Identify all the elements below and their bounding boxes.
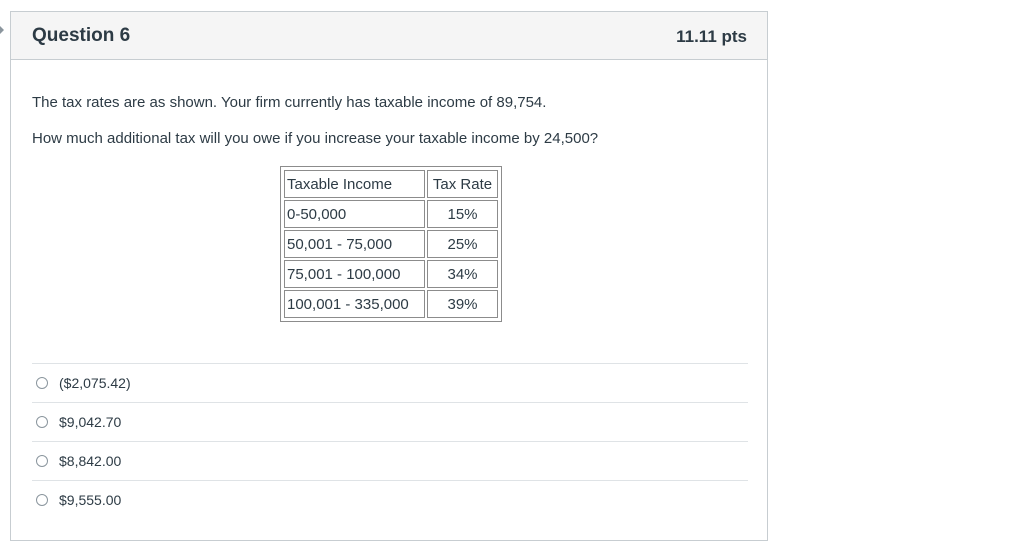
cell-income-range: 100,001 - 335,000	[284, 290, 425, 318]
question-header: Question 6 11.11 pts	[11, 12, 767, 60]
question-text-intro: The tax rates are as shown. Your firm cu…	[32, 94, 547, 111]
header-tax-rate: Tax Rate	[427, 170, 498, 198]
question-points: 11.11 pts	[676, 27, 747, 46]
collapse-arrow-icon	[0, 26, 4, 34]
answer-label[interactable]: $9,555.00	[59, 492, 122, 508]
table-row: 50,001 - 75,000 25%	[284, 230, 498, 258]
answer-label[interactable]: ($2,075.42)	[59, 375, 131, 391]
cell-income-range: 0-50,000	[284, 200, 425, 228]
table-row: 100,001 - 335,000 39%	[284, 290, 498, 318]
answer-label[interactable]: $9,042.70	[59, 414, 122, 430]
radio-button[interactable]	[36, 377, 48, 389]
answer-option-2[interactable]: $9,042.70	[32, 402, 748, 441]
question-title: Question 6	[32, 25, 131, 46]
table-row: 75,001 - 100,000 34%	[284, 260, 498, 288]
question-text-prompt: How much additional tax will you owe if …	[32, 130, 599, 147]
header-taxable-income: Taxable Income	[284, 170, 425, 198]
answer-option-3[interactable]: $8,842.00	[32, 441, 748, 480]
table-header-row: Taxable Income Tax Rate	[284, 170, 498, 198]
cell-tax-rate: 34%	[427, 260, 498, 288]
answer-list: ($2,075.42) $9,042.70 $8,842.00 $9,555.0…	[32, 363, 748, 519]
table-row: 0-50,000 15%	[284, 200, 498, 228]
cell-tax-rate: 25%	[427, 230, 498, 258]
question-card: Question 6 11.11 pts The tax rates are a…	[10, 11, 768, 541]
cell-tax-rate: 39%	[427, 290, 498, 318]
cell-tax-rate: 15%	[427, 200, 498, 228]
radio-button[interactable]	[36, 455, 48, 467]
answer-label[interactable]: $8,842.00	[59, 453, 122, 469]
radio-button[interactable]	[36, 416, 48, 428]
cell-income-range: 75,001 - 100,000	[284, 260, 425, 288]
tax-rate-table: Taxable Income Tax Rate 0-50,000 15% 50,…	[280, 166, 502, 322]
radio-button[interactable]	[36, 494, 48, 506]
cell-income-range: 50,001 - 75,000	[284, 230, 425, 258]
answer-option-4[interactable]: $9,555.00	[32, 480, 748, 519]
answer-option-1[interactable]: ($2,075.42)	[32, 363, 748, 402]
